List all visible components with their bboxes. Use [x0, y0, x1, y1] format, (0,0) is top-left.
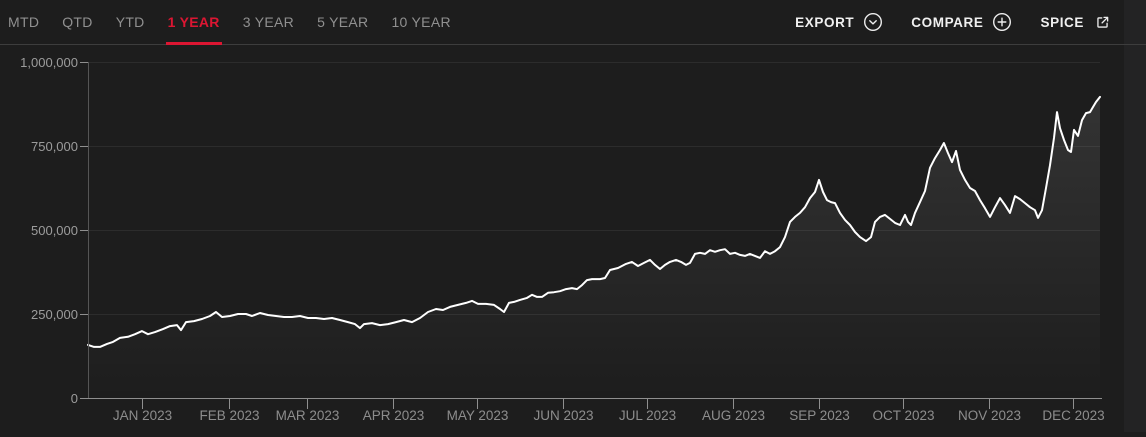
x-tick-label: JUL 2023 — [619, 408, 676, 423]
chevron-down-circle-icon — [863, 12, 883, 32]
y-tick-label: 250,000 — [31, 307, 78, 322]
plus-circle-icon — [992, 12, 1012, 32]
y-tick-label: 500,000 — [31, 223, 78, 238]
x-tick-label: MAY 2023 — [447, 408, 509, 423]
price-line — [87, 95, 1101, 348]
tab-10-year[interactable]: 10 YEAR — [391, 14, 451, 30]
compare-button-label: COMPARE — [911, 14, 984, 30]
x-tick-label: SEP 2023 — [789, 408, 850, 423]
x-ticks: JAN 2023 FEB 2023 MAR 2023 APR 2023 MAY 2023… — [113, 398, 1105, 423]
spice-button-label: SPICE — [1040, 14, 1084, 30]
period-tabs: MTD QTD YTD 1 YEAR 3 YEAR 5 YEAR 10 YEAR — [0, 0, 451, 45]
x-tick-label: MAR 2023 — [276, 408, 340, 423]
export-button-label: EXPORT — [795, 14, 855, 30]
x-tick-label: AUG 2023 — [702, 408, 765, 423]
x-tick-label: JAN 2023 — [113, 408, 172, 423]
right-edge-strip — [1124, 0, 1146, 432]
chart-toolbar: MTD QTD YTD 1 YEAR 3 YEAR 5 YEAR 10 YEAR… — [0, 0, 1146, 45]
toolbar-actions: EXPORT COMPARE SPICE — [795, 0, 1146, 44]
chart-svg: 0 250,000 500,000 750,000 1,000,000 JAN 2023… — [20, 55, 1105, 423]
tab-1-year[interactable]: 1 YEAR — [165, 0, 222, 45]
y-tick-label: 0 — [71, 391, 78, 406]
tab-5-year[interactable]: 5 YEAR — [317, 14, 369, 30]
y-tick-label: 1,000,000 — [20, 55, 78, 70]
x-tick-label: JUN 2023 — [533, 408, 593, 423]
x-tick-label: APR 2023 — [363, 408, 425, 423]
x-tick-label: DEC 2023 — [1042, 408, 1104, 423]
x-tick-label: OCT 2023 — [872, 408, 934, 423]
tab-ytd[interactable]: YTD — [115, 14, 145, 30]
chart-plot-area[interactable] — [88, 62, 1100, 398]
export-button[interactable]: EXPORT — [795, 12, 883, 32]
y-tick-label: 750,000 — [31, 139, 78, 154]
x-tick-label: NOV 2023 — [958, 408, 1021, 423]
tab-mtd[interactable]: MTD — [8, 14, 40, 30]
price-area — [88, 96, 1100, 399]
external-link-icon — [1093, 13, 1112, 32]
spice-button[interactable]: SPICE — [1040, 13, 1112, 32]
compare-button[interactable]: COMPARE — [911, 12, 1012, 32]
tab-qtd[interactable]: QTD — [62, 14, 93, 30]
x-tick-label: FEB 2023 — [199, 408, 259, 423]
price-chart: 0 250,000 500,000 750,000 1,000,000 JAN 2023… — [0, 45, 1146, 437]
tab-3-year[interactable]: 3 YEAR — [242, 14, 295, 30]
